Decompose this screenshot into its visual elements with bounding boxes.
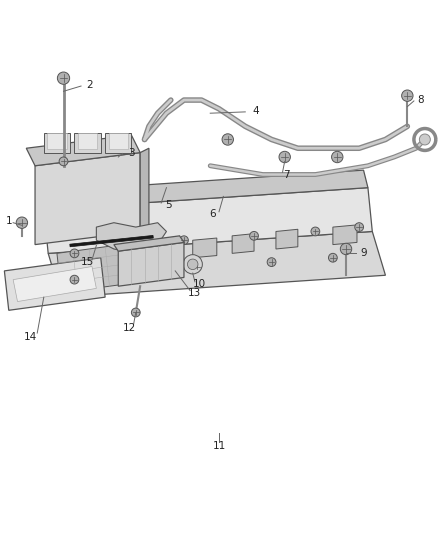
Polygon shape xyxy=(118,243,184,286)
Text: 7: 7 xyxy=(283,169,290,180)
Polygon shape xyxy=(48,231,385,297)
Text: 1: 1 xyxy=(5,215,12,225)
FancyBboxPatch shape xyxy=(109,133,128,149)
Circle shape xyxy=(183,255,202,274)
Text: 8: 8 xyxy=(417,95,424,105)
Polygon shape xyxy=(140,148,149,231)
Circle shape xyxy=(250,231,258,240)
Circle shape xyxy=(193,262,201,271)
Text: 4: 4 xyxy=(253,106,260,116)
Circle shape xyxy=(355,223,364,231)
FancyBboxPatch shape xyxy=(74,133,101,152)
Polygon shape xyxy=(232,233,254,253)
Circle shape xyxy=(402,90,413,101)
Polygon shape xyxy=(44,188,372,253)
Text: 14: 14 xyxy=(24,332,37,342)
Text: 12: 12 xyxy=(123,323,136,333)
Polygon shape xyxy=(276,229,298,249)
Circle shape xyxy=(267,258,276,266)
Polygon shape xyxy=(39,170,368,209)
Circle shape xyxy=(187,259,198,270)
Text: 10: 10 xyxy=(193,279,206,289)
Circle shape xyxy=(131,308,140,317)
Circle shape xyxy=(311,227,320,236)
Text: 9: 9 xyxy=(360,248,367,259)
Circle shape xyxy=(279,151,290,163)
Circle shape xyxy=(332,151,343,163)
Polygon shape xyxy=(13,266,96,302)
Polygon shape xyxy=(193,238,217,258)
Circle shape xyxy=(70,275,79,284)
Text: 3: 3 xyxy=(128,148,135,158)
Circle shape xyxy=(59,157,68,166)
Text: 11: 11 xyxy=(212,441,226,451)
Text: 2: 2 xyxy=(86,80,93,90)
Polygon shape xyxy=(333,225,357,245)
Circle shape xyxy=(180,236,188,245)
Circle shape xyxy=(340,243,352,255)
Polygon shape xyxy=(70,236,153,247)
Circle shape xyxy=(16,217,28,229)
Text: 5: 5 xyxy=(165,200,172,210)
Circle shape xyxy=(222,134,233,145)
Circle shape xyxy=(57,72,70,84)
Polygon shape xyxy=(57,240,158,293)
Polygon shape xyxy=(114,236,184,251)
Circle shape xyxy=(70,249,79,258)
Polygon shape xyxy=(26,135,140,166)
Text: 13: 13 xyxy=(188,288,201,298)
Circle shape xyxy=(328,253,337,262)
Text: 6: 6 xyxy=(209,209,216,219)
Polygon shape xyxy=(4,258,105,310)
Polygon shape xyxy=(96,223,166,253)
Circle shape xyxy=(419,134,430,145)
FancyBboxPatch shape xyxy=(78,133,97,149)
Text: 15: 15 xyxy=(81,257,94,267)
Polygon shape xyxy=(35,152,140,245)
FancyBboxPatch shape xyxy=(105,133,131,152)
FancyBboxPatch shape xyxy=(44,133,70,152)
FancyBboxPatch shape xyxy=(47,133,67,149)
